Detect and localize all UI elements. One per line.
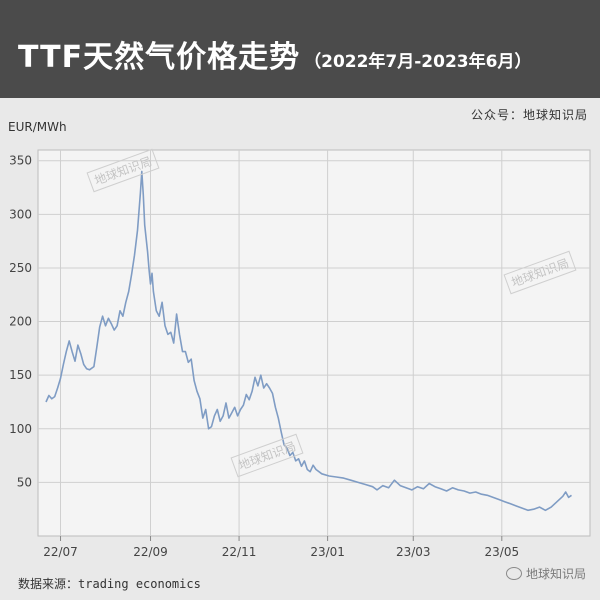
y-tick-label: 100 [9,422,32,436]
title-text: TTF天然气价格走势 [18,40,301,75]
price-line-chart: 50 100 150 200 250 300 350 22/07 22/09 22/11 23/01… [9,149,591,559]
y-axis-unit: EUR/MWh [8,120,67,134]
wechat-badge: 地球知识局 [505,565,586,582]
price-series-line [45,170,572,512]
y-tick-label: 350 [9,154,32,168]
y-tick-label: 250 [9,261,32,275]
page-title: TTF天然气价格走势 （2022年7月-2023年6月） [18,32,531,76]
wechat-icon [505,567,522,580]
header-bar: TTF天然气价格走势 （2022年7月-2023年6月） [0,0,600,98]
chart-area: 50 100 150 200 250 300 350 22/07 22/09 22/11 23/01… [0,140,600,570]
y-tick-label: 50 [17,475,32,489]
x-tick-label: 22/11 [222,545,257,559]
account-credit: 公众号：地球知识局 [470,108,588,122]
x-tick-label: 23/01 [310,545,345,559]
data-source-value: trading economics [78,577,201,591]
x-tick-label: 22/09 [133,545,168,559]
y-tick-label: 300 [9,207,32,221]
x-tick-label: 23/05 [485,545,520,559]
y-tick-label: 200 [9,315,32,329]
x-tick-label: 23/03 [396,545,431,559]
data-source-label: 数据来源： [18,577,79,591]
wechat-label: 地球知识局 [525,567,586,581]
data-source: 数据来源：trading economics [18,575,201,592]
x-tick-label: 22/07 [43,545,78,559]
title-date-range: （2022年7月-2023年6月） [304,52,532,72]
y-tick-label: 150 [9,368,32,382]
plot-background [37,149,591,537]
